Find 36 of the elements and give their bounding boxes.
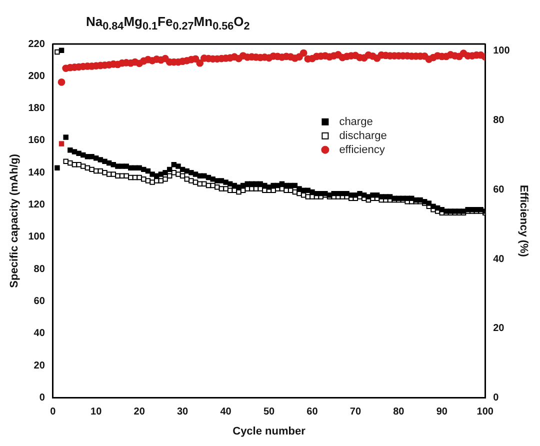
x-tick-label: 60 xyxy=(306,406,318,418)
x-tick-label: 10 xyxy=(90,406,102,418)
y-tick-label: 60 xyxy=(34,296,46,308)
y-tick-label: 160 xyxy=(28,135,46,146)
x-tick-label: 20 xyxy=(134,406,146,418)
y-tick-label: 220 xyxy=(28,38,46,50)
y-tick-label: 40 xyxy=(34,328,46,340)
y-tick-label: 200 xyxy=(28,70,46,82)
x-tick-label: 90 xyxy=(436,406,448,418)
legend-label: efficiency xyxy=(339,144,386,156)
y2-tick-label: 0 xyxy=(493,392,500,404)
y2-tick-label: 100 xyxy=(493,46,510,57)
y-tick-label: 100 xyxy=(28,232,46,243)
y-tick-label: 0 xyxy=(39,392,46,404)
y2-tick-label: 80 xyxy=(493,115,505,126)
y-axis-title: Specific capacity (mAh/g) xyxy=(8,154,21,288)
y2-tick-label: 20 xyxy=(493,323,505,334)
y2-axis-title: Efficiency (%) xyxy=(517,184,530,258)
y-tick-label: 120 xyxy=(28,200,46,211)
y2-tick-label: 40 xyxy=(493,254,505,265)
x-tick-label: 70 xyxy=(350,406,362,418)
x-tick-label: 30 xyxy=(176,406,189,418)
legend-label: discharge xyxy=(339,130,387,142)
legend-label: charge xyxy=(339,116,373,128)
y-tick-label: 180 xyxy=(28,103,46,114)
chart-title: Na$_{0.84}$Mg$_{0.1}$Fe$_{0.27}$Mn$_{0.56}$O$_{2}$ xyxy=(86,14,250,33)
x-tick-label: 100 xyxy=(476,406,494,418)
x-tick-label: 80 xyxy=(393,406,405,418)
x-tick-label: 0 xyxy=(50,406,56,418)
y2-tick-label: 60 xyxy=(493,184,505,196)
y-tick-label: 140 xyxy=(28,167,46,178)
y-tick-label: 80 xyxy=(34,264,46,275)
x-tick-label: 40 xyxy=(220,406,232,418)
x-axis-title: Cycle number xyxy=(232,425,306,438)
y-tick-label: 20 xyxy=(34,360,46,372)
x-tick-label: 50 xyxy=(263,406,275,418)
